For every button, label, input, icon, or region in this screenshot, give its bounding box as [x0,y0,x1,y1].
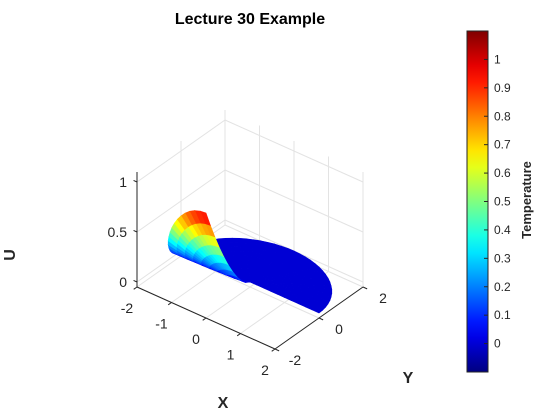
y-tick-mark [362,286,368,290]
x-tick-label: 0 [192,331,200,347]
grid-line [224,169,364,233]
z-axis-label: U [2,249,19,261]
y-tick-labels: -2 0 2 [289,290,387,368]
x-tick-label: -2 [121,300,134,316]
colorbar-label: Temperature [519,161,534,239]
colorbar-tick-label: 0.6 [494,166,511,180]
y-tick-label: -2 [289,352,302,368]
surface-patch [249,281,258,286]
colorbar-tick-label: 0.8 [494,109,511,123]
surface-patch [247,255,253,262]
x-tick-mark [167,302,172,306]
x-tick-labels: -2 -1 0 1 2 [121,300,269,378]
z-tick-label: 1 [119,174,127,190]
colorbar-tick-label: 0.1 [494,308,511,322]
y-axis-label: Y [403,370,414,387]
z-tick-labels: 00.51 [108,174,128,290]
z-tick-mark [133,179,138,183]
grid-line [136,169,226,233]
y-tick-label: 2 [379,290,387,306]
z-tick-mark [133,229,138,233]
x-tick-label: 1 [227,347,235,363]
axes-box [133,110,368,352]
colorbar-tick-label: 0.2 [494,280,511,294]
colorbar-tick-label: 1 [494,52,501,66]
y-tick-mark [274,348,280,352]
grid-line [224,119,364,183]
colorbar-tick-label: 0 [494,337,501,351]
z-tick-label: 0 [119,274,127,290]
chart-title: Lecture 30 Example [175,11,325,28]
x-tick-mark [271,348,276,352]
y-tick-label: 0 [335,321,343,337]
colorbar-tick-label: 0.3 [494,251,511,265]
surface-plot [167,210,333,314]
z-tick-mark [133,279,138,283]
grid-line [136,119,226,183]
colorbar-tick-label: 0.9 [494,81,511,95]
colorbar-tick-label: 0.5 [494,195,511,209]
colorbar-tick-label: 0.4 [494,223,511,237]
x-tick-label: 2 [261,362,269,378]
z-tick-label: 0.5 [108,224,128,240]
x-tick-mark [236,333,241,337]
x-tick-mark [133,286,138,290]
surface-patch [177,215,189,231]
colorbar: 0 0.1 0.2 0.3 0.4 0.5 0.6 0.7 0.8 0.9 1 [466,30,511,373]
colorbar-tick-label: 0.7 [494,138,511,152]
y-tick-mark [318,317,324,321]
x-axis-label: X [218,395,229,412]
x-tick-label: -1 [155,316,168,332]
x-tick-mark [202,317,207,321]
